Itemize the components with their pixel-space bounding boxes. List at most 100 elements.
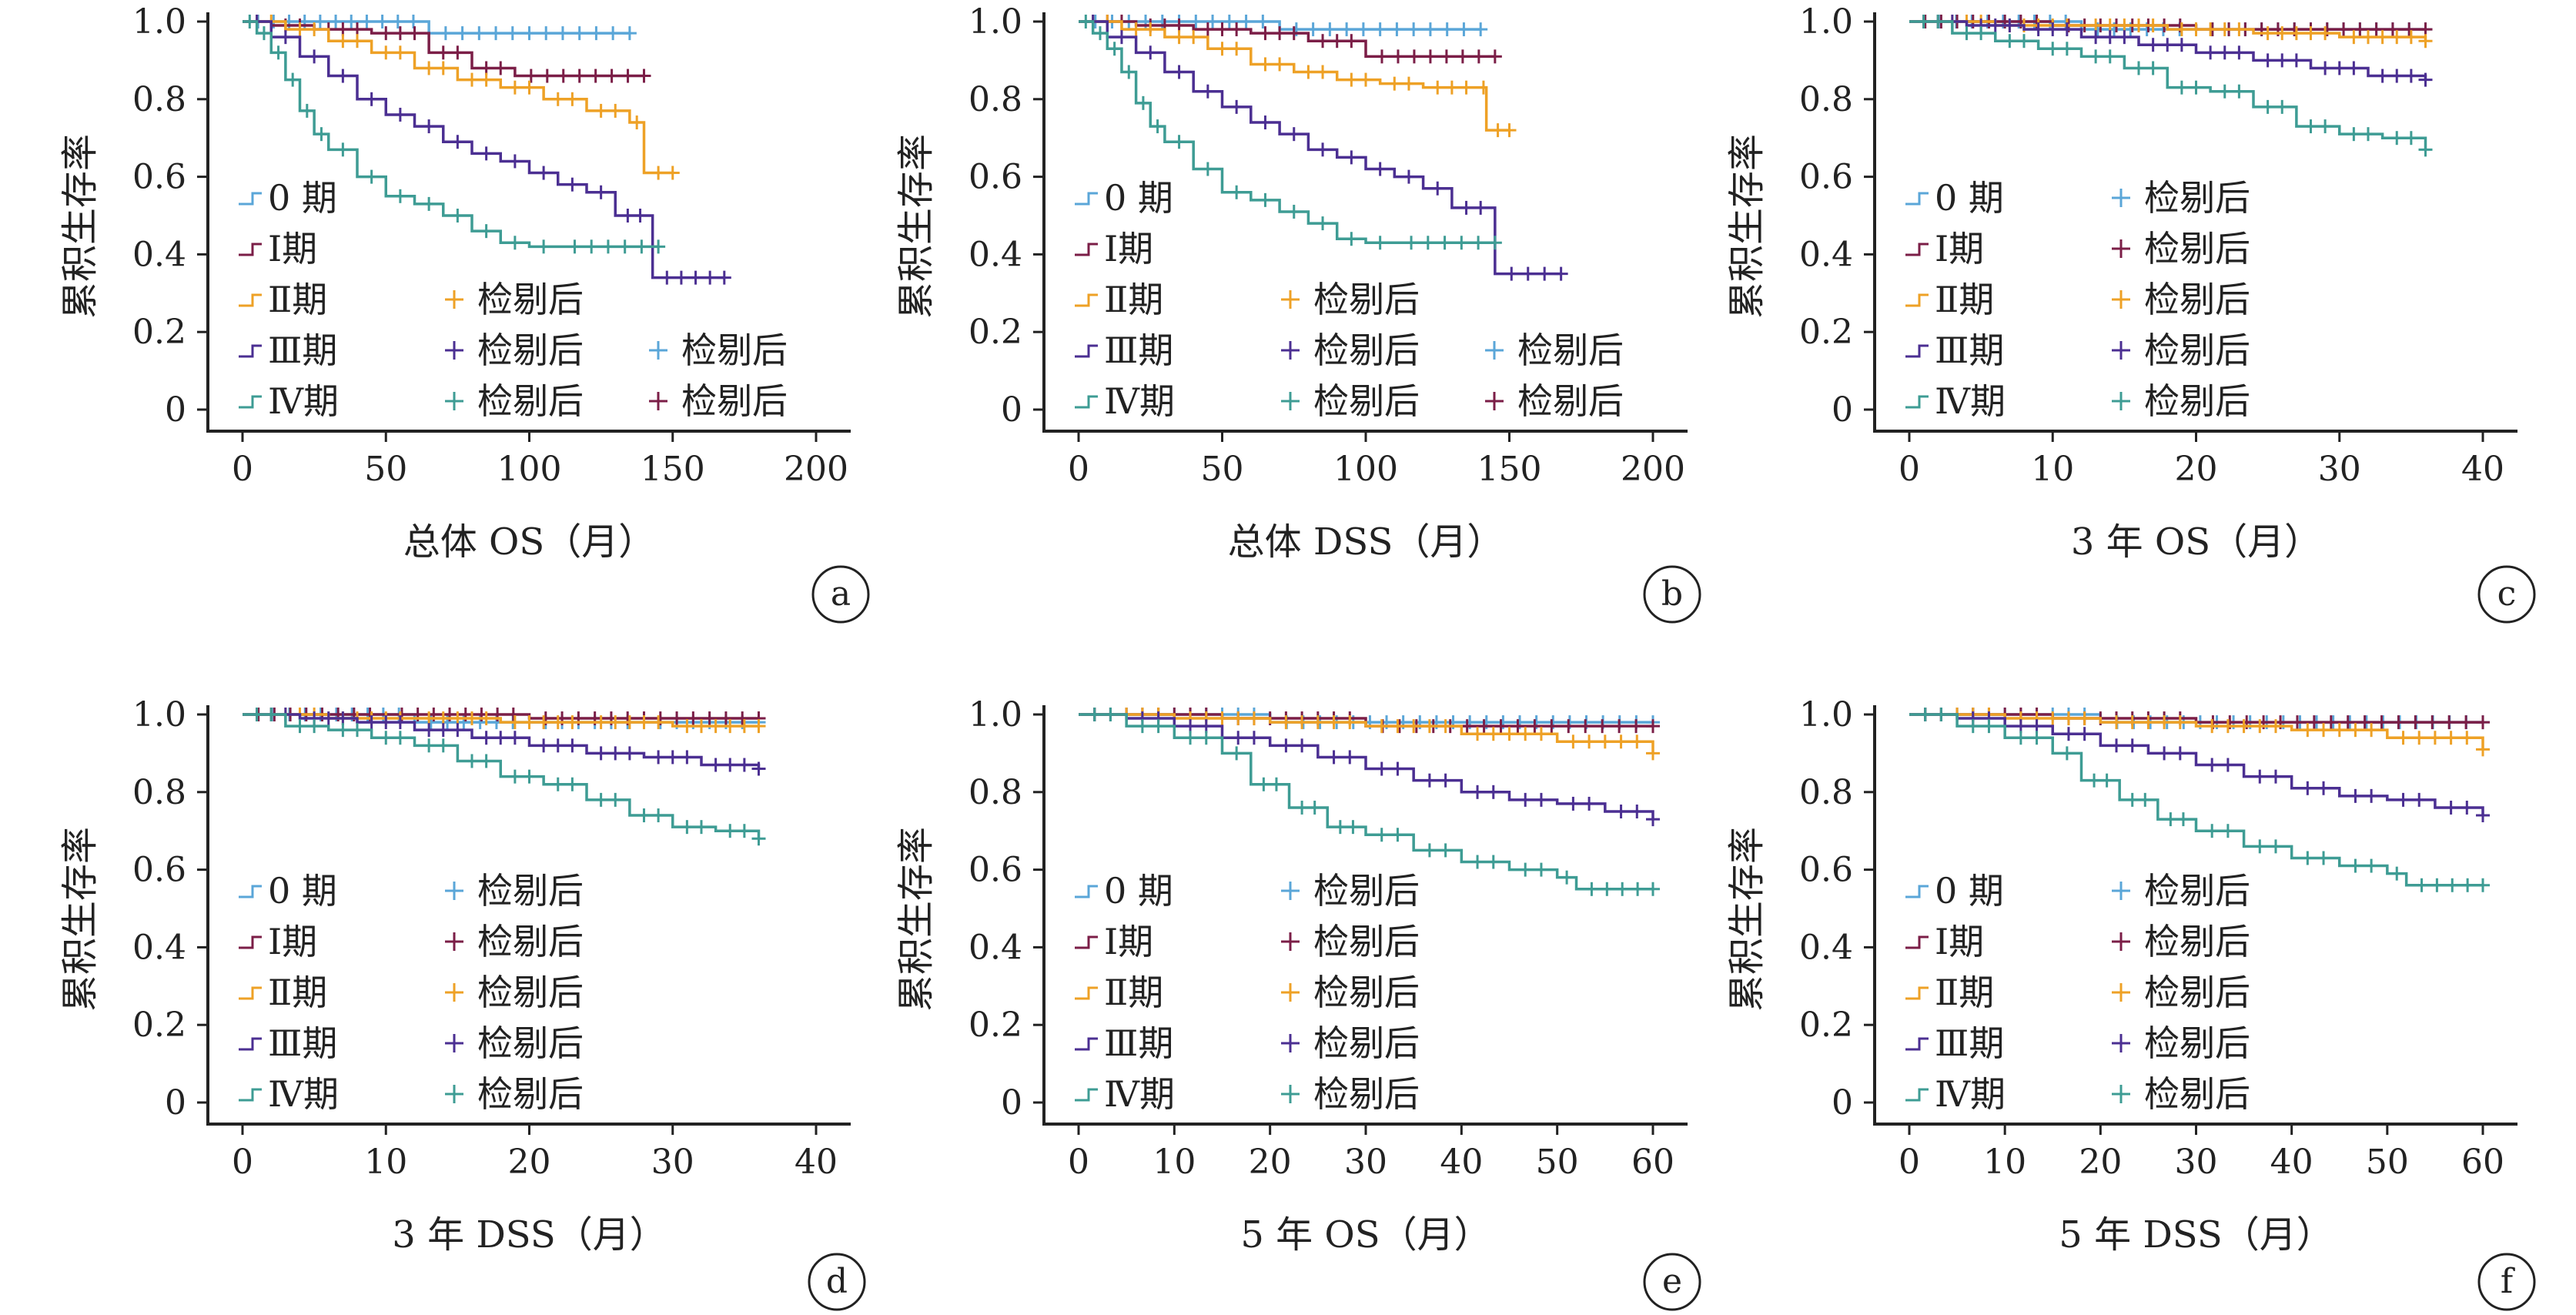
censor-mark: [751, 761, 766, 776]
legend-censor-label: 检剔后: [2144, 177, 2250, 219]
x-tick-label: 0: [1899, 450, 1920, 489]
censor-mark: [2476, 808, 2490, 823]
legend-censor-symbol: [2112, 983, 2130, 1002]
legend-censor-label: 检剔后: [477, 1073, 584, 1115]
x-tick-label: 50: [2366, 1143, 2409, 1182]
panel-label: f: [2501, 1262, 2515, 1301]
legend-censor-label: 检剔后: [2144, 279, 2250, 320]
y-tick-label: 0: [1001, 1083, 1022, 1123]
axes: [206, 12, 851, 433]
censor-mark: [1646, 812, 1660, 827]
x-tick-label: 10: [1153, 1143, 1196, 1182]
legend-swatch-stage1: [239, 243, 262, 256]
y-tick-label: 0.6: [132, 851, 186, 890]
y-tick-label: 0: [1832, 390, 1853, 430]
legend-censor-label: 检剔后: [477, 1022, 584, 1064]
axes: [1873, 12, 2517, 433]
legend-censor-symbol: [2112, 1034, 2130, 1052]
legend-censor-symbol: [1281, 290, 1300, 309]
censor-mark: [665, 166, 680, 180]
legend-censor-symbol: [2112, 239, 2130, 258]
censor-mark: [1646, 719, 1660, 734]
y-tick-label: 0.2: [969, 313, 1022, 352]
legend-censor-symbol: [1485, 341, 1504, 360]
y-axis-title: 累积生存率: [59, 134, 102, 319]
legend-swatch-stage3: [239, 1037, 262, 1051]
series-line-stage4: [1079, 713, 1653, 891]
legend-censor-label: 检剔后: [1313, 380, 1420, 422]
legend-censor-label: 检剔后: [681, 380, 788, 422]
x-tick-label: 0: [232, 1143, 253, 1182]
x-axis-title: 总体 OS（月）: [403, 520, 656, 564]
y-tick-label: 0.8: [969, 773, 1022, 812]
legend-censor-label: 检剔后: [1313, 870, 1420, 912]
chart-panel-b: 0 0.2 0.4 0.6 0.8 1.0 0 50 100 150 200 总体 DSS（月） 累积生…: [895, 2, 1701, 624]
x-tick-label: 30: [2318, 450, 2361, 489]
legend-swatch-stage2: [1075, 986, 1098, 1000]
legend-censor-symbol: [445, 932, 463, 951]
legend-censor-symbol: [2112, 882, 2130, 900]
legend-censor-label: 检剔后: [1313, 279, 1420, 320]
censor-mark: [651, 239, 666, 254]
legend-censor-label: 检剔后: [1517, 330, 1624, 371]
series-line-stage2: [243, 20, 673, 175]
legend-label-stage4: Ⅳ期: [1104, 380, 1175, 422]
censor-mark: [637, 69, 651, 83]
legend-censor-label: 检剔后: [681, 330, 788, 371]
x-tick-label: 0: [1068, 450, 1089, 489]
legend-censor-symbol: [1281, 932, 1300, 951]
y-tick-label: 0: [1832, 1083, 1853, 1123]
legend-label-stage3: Ⅲ期: [1104, 1022, 1173, 1064]
x-tick-label: 40: [1440, 1143, 1483, 1182]
legend-label-stage0: 0 期: [1935, 177, 2004, 219]
legend-label-stage1: Ⅰ期: [268, 228, 317, 269]
legend-censor-symbol: [1281, 1034, 1300, 1052]
legend-swatch-stage2: [1905, 293, 1929, 307]
y-tick-label: 1.0: [1799, 2, 1853, 42]
series-line-stage3: [1909, 20, 2427, 80]
chart-panel-c: 0 0.2 0.4 0.6 0.8 1.0 0 10 20 30 40 3 年 OS（月） 累积生存率 c…: [1725, 2, 2536, 624]
legend-label-stage3: Ⅲ期: [1935, 330, 2004, 371]
legend-censor-label: 检剔后: [477, 279, 584, 320]
y-axis-title: 累积生存率: [1725, 827, 1768, 1012]
series-line-stage4: [1909, 20, 2427, 150]
legend-label-stage4: Ⅳ期: [268, 1073, 339, 1115]
censor-mark: [1646, 882, 1660, 896]
panel-label: a: [831, 574, 851, 614]
y-tick-label: 0.2: [1799, 313, 1853, 352]
y-tick-label: 0: [165, 1083, 186, 1123]
censor-mark: [1487, 49, 1502, 64]
legend-swatch-stage1: [239, 935, 262, 949]
legend-label-stage4: Ⅳ期: [1935, 380, 2006, 422]
x-tick-label: 10: [2031, 450, 2074, 489]
x-tick-label: 20: [2079, 1143, 2122, 1182]
legend-swatch-stage4: [239, 1088, 262, 1102]
legend-swatch-stage3: [1075, 344, 1098, 358]
x-tick-label: 40: [2270, 1143, 2313, 1182]
y-tick-label: 0.4: [1799, 235, 1853, 274]
x-tick-label: 50: [1536, 1143, 1579, 1182]
series-line-stage2: [1079, 20, 1510, 132]
legend-label-stage0: 0 期: [268, 177, 337, 219]
axes: [1042, 705, 1688, 1126]
y-tick-label: 0.4: [1799, 928, 1853, 967]
y-tick-label: 0.6: [969, 851, 1022, 890]
legend-swatch-stage0: [1075, 192, 1098, 206]
legend-swatch-stage0: [1905, 885, 1929, 898]
legend-censor-label: 检剔后: [1313, 1022, 1420, 1064]
x-tick-label: 200: [784, 450, 848, 489]
panel-label-circle: [811, 565, 870, 624]
legend-swatch-stage0: [239, 192, 262, 206]
legend-censor-symbol: [1281, 1085, 1300, 1103]
censor-mark: [2476, 715, 2490, 730]
y-tick-label: 0: [1001, 390, 1022, 430]
chart-panel-d: 0 0.2 0.4 0.6 0.8 1.0 0 10 20 30 40 3 年 DSS（月） 累积生存率…: [59, 695, 866, 1311]
legend-label-stage3: Ⅲ期: [1935, 1022, 2004, 1064]
legend-swatch-stage4: [1075, 395, 1098, 409]
panel-label: e: [1662, 1262, 1682, 1301]
legend-censor-label: 检剔后: [2144, 1022, 2250, 1064]
x-tick-label: 40: [2461, 450, 2504, 489]
legend-label-stage0: 0 期: [1104, 177, 1173, 219]
legend-censor-symbol: [445, 290, 463, 309]
legend-swatch-stage0: [239, 885, 262, 898]
